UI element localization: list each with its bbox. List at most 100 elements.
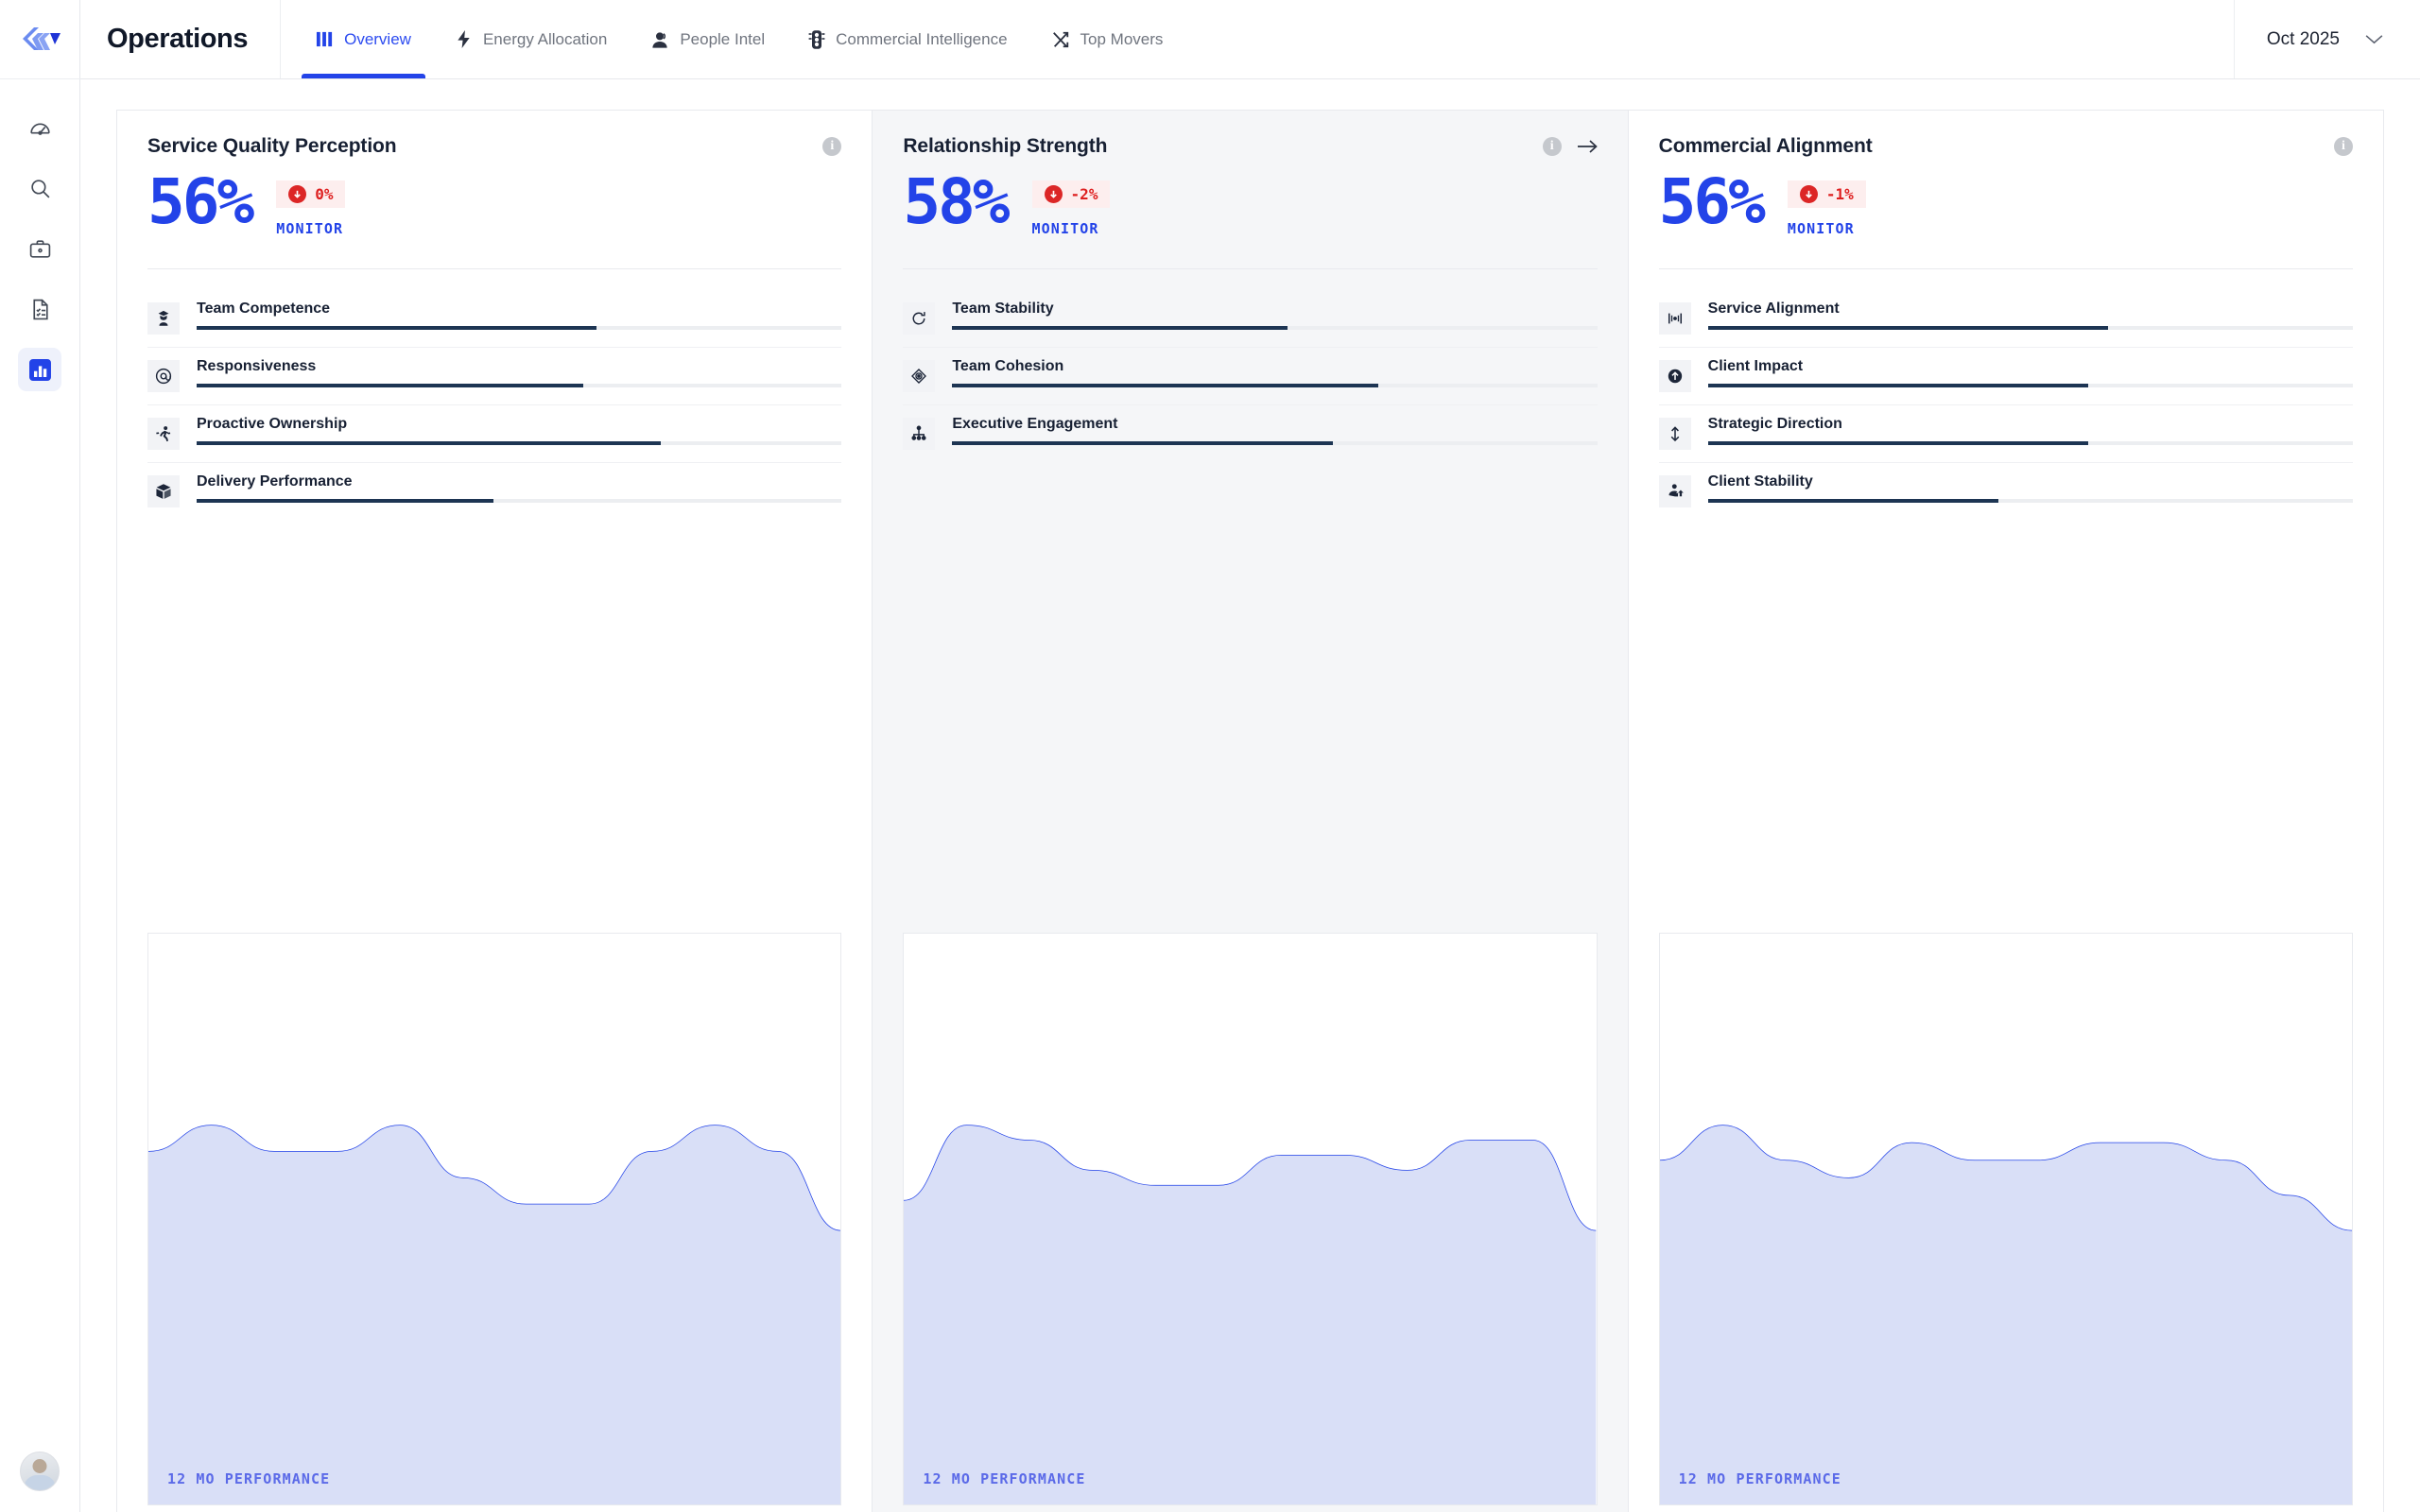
sidebar-item-analytics[interactable] [18,348,61,391]
driver-row[interactable]: Service Alignment [1658,290,2353,347]
driver-row[interactable]: Team Cohesion [903,347,1598,404]
card-divider [1658,268,2353,269]
hierarchy-icon [903,418,936,450]
driver-row[interactable]: Strategic Direction [1658,404,2353,462]
driver-track [197,384,842,387]
drivers-list: Service Alignment Client Impact [1658,269,2353,520]
area-line [148,1125,840,1230]
driver-fill [197,326,597,330]
area-chart-svg [904,934,1597,1504]
card-relationship-strength[interactable]: Relationship Strength i 58% [872,110,1629,1512]
app-logo[interactable] [0,0,80,79]
info-icon[interactable]: i [822,137,842,156]
driver-fill [952,326,1288,330]
card-header-icons: i [2333,135,2353,156]
driver-body: Responsiveness [197,358,842,387]
driver-label: Team Cohesion [952,358,1064,374]
target-icon [903,360,936,392]
card-header: Relationship Strength i [903,135,1598,158]
card-header-icons: i [1542,135,1598,156]
tab-overview[interactable]: Overview [294,0,433,78]
performance-chart[interactable]: 12 MO PERFORMANCE [903,933,1598,1505]
driver-fill [197,499,493,503]
delta-value: -1% [1825,185,1854,203]
arrow-down-icon [1044,185,1063,203]
drivers-list: Team Competence Responsiveness [147,269,842,520]
area-chart-svg [148,934,841,1504]
status-badge: MONITOR [1787,220,1855,237]
driver-track [197,441,842,445]
tab-label: Top Movers [1080,29,1164,48]
at-sign-icon [147,360,180,392]
performance-chart[interactable]: 12 MO PERFORMANCE [147,933,842,1505]
area-fill [1659,1125,2352,1504]
driver-label: Proactive Ownership [197,416,348,432]
card-service-quality-perception[interactable]: Service Quality Perception i 56% 0% [116,110,873,1512]
delta-badge: -1% [1787,180,1866,208]
tab-label: Energy Allocation [482,29,608,48]
driver-body: Client Stability [1707,473,2353,503]
driver-row[interactable]: Team Competence [147,290,842,347]
info-icon[interactable]: i [1542,137,1562,156]
tab-label: Commercial Intelligence [836,29,1008,48]
driver-track [1707,384,2353,387]
driver-fill [197,441,662,445]
driver-body: Strategic Direction [1707,416,2353,445]
driver-label: Team Stability [952,301,1054,317]
card-divider [147,268,842,269]
card-commercial-alignment[interactable]: Commercial Alignment i 56% -1% [1627,110,2384,1512]
sidebar-item-portfolio[interactable] [18,227,61,270]
info-icon[interactable]: i [2333,137,2353,156]
arrow-right-icon[interactable] [1577,138,1598,155]
metric-delta-group: 0% MONITOR [276,171,346,237]
top-bar: Operations Overview Energy Allocation [80,0,2420,79]
metric-row: 56% 0% MONITOR [147,171,841,237]
package-icon [147,475,180,507]
driver-label: Client Impact [1707,358,1804,374]
card-header: Commercial Alignment i [1659,135,2353,158]
driver-row[interactable]: Proactive Ownership [147,404,842,462]
driver-track [952,326,1598,330]
delta-value: 0% [315,185,334,203]
driver-row[interactable]: Delivery Performance [147,462,842,520]
driver-row[interactable]: Team Stability [903,290,1598,347]
driver-track [197,499,842,503]
driver-body: Team Competence [197,301,842,330]
driver-row[interactable]: Executive Engagement [903,404,1598,462]
driver-track [1707,441,2353,445]
driver-fill [952,441,1333,445]
card-header: Service Quality Perception i [147,135,842,158]
traffic-light-icon [808,29,825,50]
performance-chart[interactable]: 12 MO PERFORMANCE [1658,933,2353,1505]
driver-fill [1707,326,2108,330]
arrow-down-icon [1658,418,1691,450]
area-line [904,1125,1596,1230]
status-badge: MONITOR [1031,220,1099,237]
period-selector[interactable]: Oct 2025 [2235,29,2392,50]
sidebar-item-search[interactable] [18,166,61,210]
driver-row[interactable]: Client Impact [1658,347,2353,404]
tab-energy-allocation[interactable]: Energy Allocation [433,0,629,78]
driver-label: Responsiveness [197,358,317,374]
tab-label: Overview [344,29,411,48]
sidebar-item-reports[interactable] [18,287,61,331]
arrow-up-circle-icon [1658,360,1691,392]
tab-commercial-intelligence[interactable]: Commercial Intelligence [786,0,1028,78]
driver-body: Proactive Ownership [197,416,842,445]
tab-top-movers[interactable]: Top Movers [1029,0,1185,78]
sidebar-item-dashboard[interactable] [18,106,61,149]
tab-people-intel[interactable]: People Intel [629,0,786,78]
main-area: Operations Overview Energy Allocation [80,0,2420,1512]
area-line [1660,1125,2352,1230]
metric-value: 58% [903,165,1010,238]
driver-row[interactable]: Responsiveness [147,347,842,404]
driver-row[interactable]: Client Stability [1658,462,2353,520]
driver-fill [952,384,1378,387]
driver-body: Delivery Performance [197,473,842,503]
driver-body: Client Impact [1707,358,2353,387]
chart-caption: 12 MO PERFORMANCE [167,1470,331,1487]
top-bar-right: Oct 2025 [2233,0,2420,78]
avatar[interactable] [20,1452,60,1491]
briefcase-icon [29,239,50,258]
metric-row: 58% -2% MONITOR [903,171,1597,237]
